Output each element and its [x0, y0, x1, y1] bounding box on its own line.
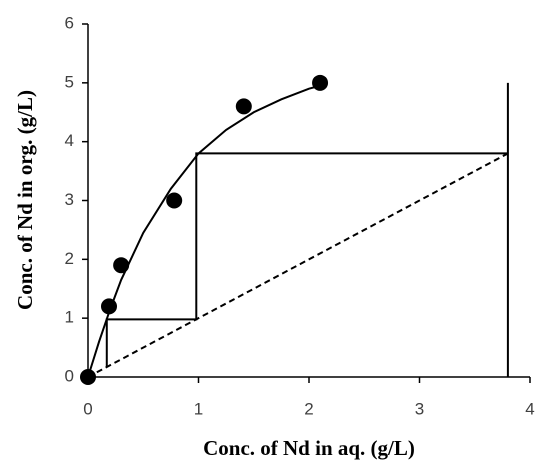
y-tick-label: 6: [65, 13, 74, 32]
x-tick-label: 4: [525, 399, 534, 418]
x-tick-label: 3: [415, 399, 424, 418]
y-axis-title: Conc. of Nd in org. (g/L): [13, 90, 37, 310]
y-tick-label: 0: [65, 366, 74, 385]
data-point: [166, 192, 183, 209]
line: [87, 84, 321, 378]
dashed-line: [87, 152, 509, 378]
x-tick-label: 1: [194, 399, 203, 418]
data-point: [235, 98, 252, 115]
data-point: [312, 74, 329, 91]
x-axis-title: Conc. of Nd in aq. (g/L): [203, 436, 415, 460]
line: [105, 152, 508, 367]
y-tick-label: 3: [65, 190, 74, 209]
y-tick-label: 2: [65, 249, 74, 268]
x-tick-label: 2: [304, 399, 313, 418]
y-tick-label: 4: [65, 131, 74, 150]
data-point: [113, 257, 130, 274]
x-tick-label: 0: [83, 399, 92, 418]
y-tick-label: 1: [65, 308, 74, 327]
y-tick-label: 5: [65, 72, 74, 91]
